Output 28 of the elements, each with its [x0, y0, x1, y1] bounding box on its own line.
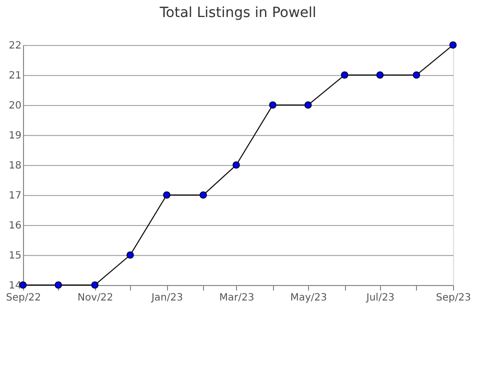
- y-tick-label: 19: [8, 130, 22, 142]
- point: [376, 71, 384, 79]
- y-tick-label: 20: [8, 100, 22, 112]
- x-tick-label: May/23: [290, 292, 327, 304]
- x-tick-label: Jul/23: [365, 292, 395, 304]
- point: [232, 161, 240, 169]
- chart-title: Total Listings in Powell: [158, 4, 316, 21]
- y-tick-label: 22: [8, 40, 22, 52]
- x-tick-label: Mar/23: [219, 292, 254, 304]
- x-tick-label: Nov/22: [78, 292, 114, 304]
- y-tick-label: 17: [8, 190, 22, 202]
- y-tick-label: 15: [8, 250, 22, 262]
- point: [126, 251, 134, 259]
- point: [91, 281, 99, 289]
- point: [340, 71, 348, 79]
- point: [269, 101, 276, 109]
- point: [412, 71, 420, 79]
- x-tick-label: Sep/23: [436, 292, 471, 304]
- point: [449, 41, 457, 49]
- x-tick-label: Jan/23: [150, 292, 183, 304]
- point: [200, 191, 207, 199]
- point: [54, 281, 62, 289]
- y-tick-label: 18: [8, 160, 22, 172]
- x-tick-label: Sep/22: [6, 292, 41, 304]
- point: [163, 191, 170, 199]
- y-tick-label: 21: [8, 70, 22, 82]
- y-tick-label: 16: [8, 220, 22, 232]
- point: [304, 101, 312, 109]
